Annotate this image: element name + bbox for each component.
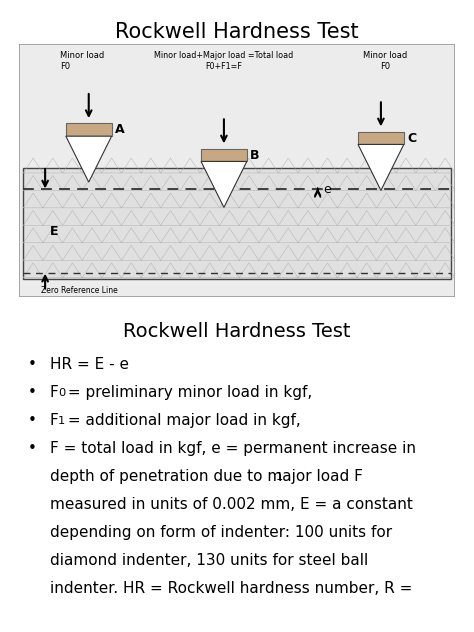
Text: E: E — [50, 224, 59, 238]
Polygon shape — [358, 145, 404, 190]
Text: •: • — [28, 356, 37, 372]
Text: = additional major load in kgf,: = additional major load in kgf, — [63, 413, 301, 428]
Text: C: C — [407, 131, 417, 145]
Text: Minor load+Major load =Total load
F0+F1=F: Minor load+Major load =Total load F0+F1=… — [155, 51, 293, 71]
Text: e: e — [323, 183, 331, 196]
Text: measured in units of 0.002 mm, E = a constant: measured in units of 0.002 mm, E = a con… — [50, 497, 413, 512]
Text: F: F — [50, 385, 59, 400]
Text: F = total load in kgf, e = permanent increase in: F = total load in kgf, e = permanent inc… — [50, 441, 416, 456]
Text: •: • — [28, 413, 37, 428]
Text: = preliminary minor load in kgf,: = preliminary minor load in kgf, — [63, 385, 312, 400]
Text: diamond indenter, 130 units for steel ball: diamond indenter, 130 units for steel ba… — [50, 553, 368, 568]
Text: Minor load
F0: Minor load F0 — [60, 51, 105, 71]
Bar — [201, 149, 247, 161]
Text: 1: 1 — [58, 416, 65, 426]
Polygon shape — [201, 161, 247, 207]
Polygon shape — [66, 136, 112, 182]
Text: HR = E - e: HR = E - e — [50, 356, 129, 372]
Text: depth of penetration due to major load F: depth of penetration due to major load F — [50, 469, 363, 484]
Text: B: B — [250, 149, 260, 162]
Bar — [23, 168, 451, 279]
Text: Rockwell Hardness Test: Rockwell Hardness Test — [123, 322, 351, 341]
Text: •: • — [28, 441, 37, 456]
Bar — [358, 131, 404, 145]
Text: Rockwell Hardness Test: Rockwell Hardness Test — [115, 22, 359, 42]
Text: indenter. HR = Rockwell hardness number, R =: indenter. HR = Rockwell hardness number,… — [50, 581, 412, 596]
Text: A: A — [115, 123, 125, 137]
Text: •: • — [28, 385, 37, 400]
Text: 0: 0 — [58, 388, 65, 398]
Text: Minor load
F0: Minor load F0 — [363, 51, 407, 71]
Text: 1: 1 — [275, 472, 283, 482]
Bar — [66, 123, 112, 136]
Text: F: F — [50, 413, 59, 428]
Text: depending on form of indenter: 100 units for: depending on form of indenter: 100 units… — [50, 525, 392, 540]
Text: Zero Reference Line: Zero Reference Line — [41, 286, 118, 295]
